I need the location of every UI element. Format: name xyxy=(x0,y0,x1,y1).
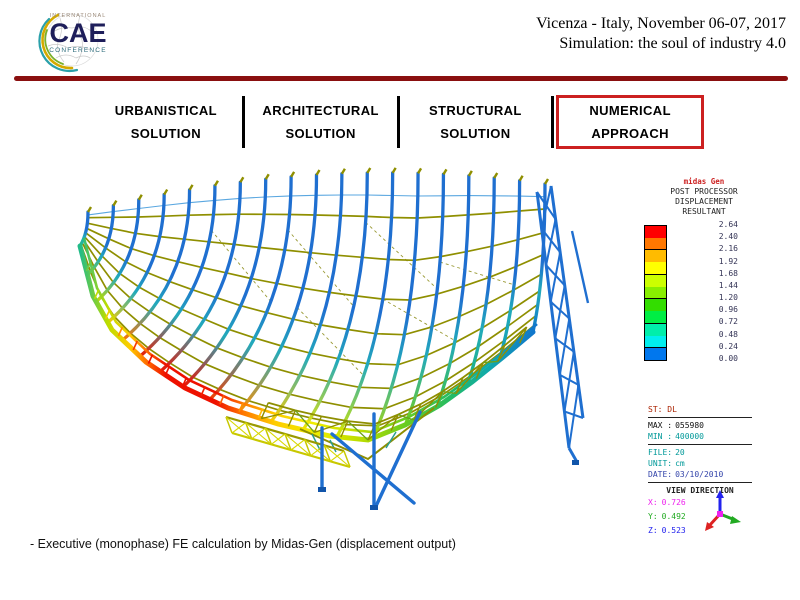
colorbar-label: 1.68 xyxy=(718,268,738,278)
axis-triad-icon xyxy=(705,490,741,531)
title-line-1: Vicenza - Italy, November 06-07, 2017 xyxy=(536,15,786,32)
colorbar-label: 2.16 xyxy=(718,244,738,254)
tab-separator xyxy=(241,96,245,148)
colorbar-label: 1.92 xyxy=(718,256,738,266)
free-edge-band xyxy=(77,237,538,443)
apex-under-truss xyxy=(299,407,435,461)
logo-main-text: CAE xyxy=(49,18,106,48)
view-direction-label: VIEW DIRECTION xyxy=(666,486,734,495)
info-row-min: MIN :400000 xyxy=(648,432,704,441)
info-rule xyxy=(648,444,752,445)
edge-truss xyxy=(260,326,528,441)
info-row-max: MAX :055980 xyxy=(648,421,704,430)
view-axis-x: X: 0.726 xyxy=(648,498,686,507)
ribs-colored xyxy=(78,167,550,440)
tab-separator xyxy=(396,96,400,148)
colorbar-label: 2.64 xyxy=(718,220,738,229)
info-row-file: FILE: 20 xyxy=(648,448,685,457)
logo-globe-mesh xyxy=(45,13,99,67)
info-row-date: DATE: 03/10/2010 xyxy=(648,470,724,479)
displacement-colorbar xyxy=(644,225,667,361)
tab-separator xyxy=(551,96,555,148)
colorbar-label: 0.00 xyxy=(718,353,738,363)
slide-caption: - Executive (monophase) FE calculation b… xyxy=(30,537,456,551)
tab-urbanistical-solution[interactable]: URBANISTICAL SOLUTION xyxy=(92,95,240,149)
colorbar-label: 2.40 xyxy=(718,232,738,242)
conference-title: Vicenza - Italy, November 06-07, 2017 Si… xyxy=(536,14,786,54)
legend-resultant: RESULTANT xyxy=(682,207,726,216)
info-rule xyxy=(648,417,752,418)
colorbar-label: 0.72 xyxy=(718,317,738,327)
info-row-unit: UNIT: cm xyxy=(648,459,685,468)
info-rule xyxy=(648,482,752,483)
cae-conference-logo: INTERNATIONAL CAE CONFERENCE xyxy=(38,13,107,73)
tab-numerical-approach[interactable]: NUMERICAL APPROACH xyxy=(556,95,704,149)
logo-top-text: INTERNATIONAL xyxy=(50,13,107,19)
legend-bar-row: 2.64 2.40 2.16 1.92 1.68 1.44 1.20 0.96 … xyxy=(644,221,764,363)
legend-displacement: DISPLACEMENT xyxy=(675,197,733,206)
colorbar-label: 0.48 xyxy=(718,329,738,339)
tab-label-line1: URBANISTICAL xyxy=(114,103,218,118)
colorbar-label: 1.44 xyxy=(718,280,738,290)
right-lattice-mast xyxy=(535,185,590,465)
model-info-box: ST: DL MAX :055980 MIN :400000 FILE: 20 U… xyxy=(648,404,752,538)
view-axis-z: Z: 0.523 xyxy=(648,526,686,535)
tab-label-line2: SOLUTION xyxy=(130,126,202,141)
logo-bottom-text: CONFERENCE xyxy=(49,47,107,54)
load-case-line: ST: DL xyxy=(648,405,677,414)
midas-legend: midas Gen POST PROCESSOR DISPLACEMENT RE… xyxy=(644,177,764,363)
tab-label-line2: SOLUTION xyxy=(285,126,356,141)
surface-bracing-dashed xyxy=(210,222,515,376)
walkway-platform xyxy=(225,415,351,469)
colorbar-value-labels: 2.64 2.40 2.16 1.92 1.68 1.44 1.20 0.96 … xyxy=(694,221,738,363)
support-columns xyxy=(318,410,422,510)
stringers-olive xyxy=(80,194,545,427)
legend-post-processor: POST PROCESSOR xyxy=(670,187,738,196)
tab-architectural-solution[interactable]: ARCHITECTURAL SOLUTION xyxy=(247,95,395,149)
tab-label-line2: SOLUTION xyxy=(440,126,511,141)
colorbar-label: 0.96 xyxy=(718,305,738,315)
tab-label-line1: ARCHITECTURAL xyxy=(262,103,379,118)
title-line-2: Simulation: the soul of industry 4.0 xyxy=(559,35,786,52)
tab-label-line1: NUMERICAL xyxy=(589,103,671,118)
legend-midas-gen: midas Gen xyxy=(683,177,725,186)
colorbar-label: 0.24 xyxy=(718,341,738,351)
view-direction-block: VIEW DIRECTION X: 0.726 Y: 0.492 Z: 0.523 xyxy=(648,485,752,538)
tab-label-line2: APPROACH xyxy=(591,126,669,141)
tab-structural-solution[interactable]: STRUCTURAL SOLUTION xyxy=(402,95,550,149)
logo-color-arcs xyxy=(38,13,79,73)
section-tabs: URBANISTICAL SOLUTION ARCHITECTURAL SOLU… xyxy=(92,95,704,149)
view-axis-y: Y: 0.492 xyxy=(648,512,686,521)
fe-model-displacement-plot xyxy=(77,167,590,510)
colorbar-label: 1.20 xyxy=(718,293,738,303)
header-divider-rule xyxy=(14,76,788,81)
tab-label-line1: STRUCTURAL xyxy=(428,103,522,118)
